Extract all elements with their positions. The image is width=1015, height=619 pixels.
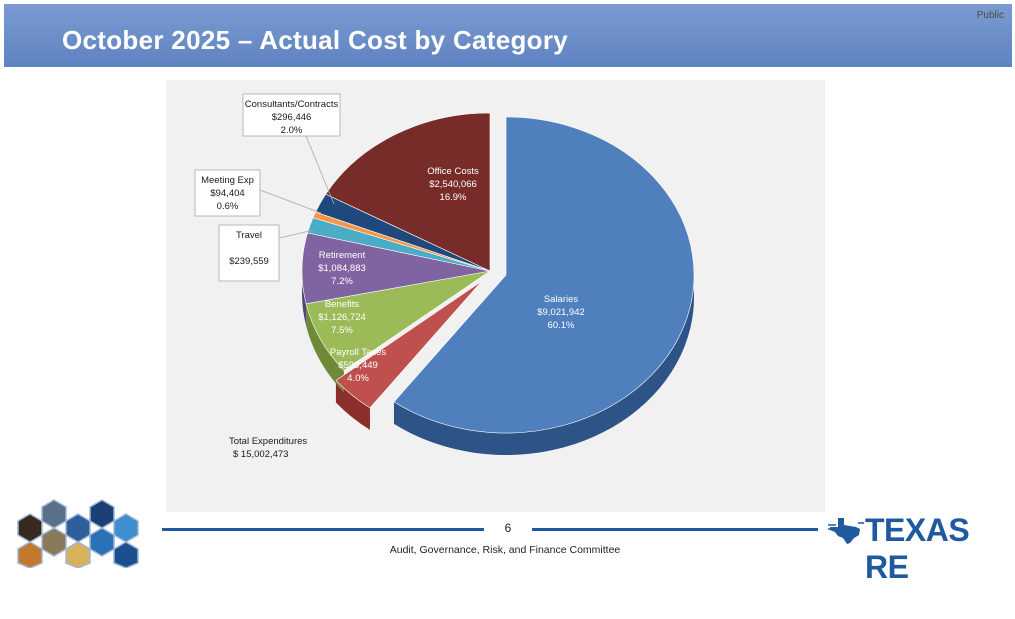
pie-chart: Travel $239,559 Meeting Exp $94,404 0.6% Cons…: [194, 93, 695, 460]
pie-slice-office-costs: [325, 112, 491, 272]
committee-name: Audit, Governance, Risk, and Finance Com…: [389, 544, 621, 556]
pie-labels-layer: Salaries $9,021,942 60.1% Payroll Taxes $598…: [318, 166, 585, 384]
hex-tile: [41, 499, 67, 529]
classification-label: Public: [976, 10, 1004, 21]
callout-leader-line: [305, 135, 335, 205]
pie-slice-payroll-taxes: [335, 280, 483, 409]
footer-divider-left: [162, 528, 484, 531]
callout-leader-line: [259, 189, 322, 214]
callout-text: Travel $239,559: [229, 230, 269, 267]
callout-text: Meeting Exp $94,404 0.6%: [201, 175, 254, 212]
hex-tile: [41, 527, 67, 557]
slice-label-benefits: Benefits $1,126,724 7.5%: [318, 299, 366, 336]
hex-tile: [89, 499, 115, 529]
callout-consultants-contracts: Consultants/Contracts $296,446 2.0%: [242, 93, 341, 205]
pie-callouts-layer: Travel $239,559 Meeting Exp $94,404 0.6% Cons…: [194, 93, 341, 282]
slice-label-retirement: Retirement $1,084,883 7.2%: [318, 250, 366, 287]
slide-title: October 2025 – Actual Cost by Category: [62, 25, 569, 55]
callout-leader-line: [278, 229, 315, 239]
hex-tile: [65, 541, 91, 569]
callout-travel: Travel $239,559: [218, 224, 315, 282]
callout-box: [242, 93, 341, 137]
hex-tile: [89, 527, 115, 557]
hex-tile: [17, 541, 43, 569]
slice-label-salaries: Salaries $9,021,942 60.1%: [537, 294, 585, 331]
total-expenditures-label: Total Expenditures: [229, 436, 307, 447]
footer-divider-right: [532, 528, 818, 531]
slide-header: October 2025 – Actual Cost by Category P…: [4, 4, 1012, 67]
hex-tile: [113, 513, 139, 543]
texas-re-logo: TEXAS RE: [828, 510, 1003, 585]
callout-text: Consultants/Contracts $296,446 2.0%: [245, 99, 339, 136]
slice-label-payroll-taxes: Payroll Taxes $598,449 4.0%: [330, 347, 387, 384]
page-number: 6: [504, 521, 512, 535]
hex-tile: [65, 513, 91, 543]
pie-slice-side-benefits: [306, 303, 344, 393]
chart-panel: Travel $239,559 Meeting Exp $94,404 0.6% Cons…: [166, 80, 825, 512]
callout-meeting-exp: Meeting Exp $94,404 0.6%: [194, 169, 322, 217]
hex-tile: [113, 541, 139, 569]
pie-slices-layer: [301, 112, 695, 434]
texas-map-icon: [828, 518, 864, 544]
hexagon-photo-collage-logo: [8, 492, 156, 569]
pie-slice-side-salaries: [393, 117, 694, 456]
texas-re-wordmark: TEXAS RE: [865, 512, 970, 585]
callout-box: [218, 224, 280, 282]
pie-slice-salaries: [393, 116, 695, 434]
slice-label-office-costs: Office Costs $2,540,066 16.9%: [427, 166, 479, 203]
hex-tile: [17, 513, 43, 543]
pie-slice-side-payroll-taxes: [335, 380, 370, 430]
total-expenditures-value: $ 15,002,473: [233, 449, 288, 460]
callout-box: [194, 169, 261, 217]
